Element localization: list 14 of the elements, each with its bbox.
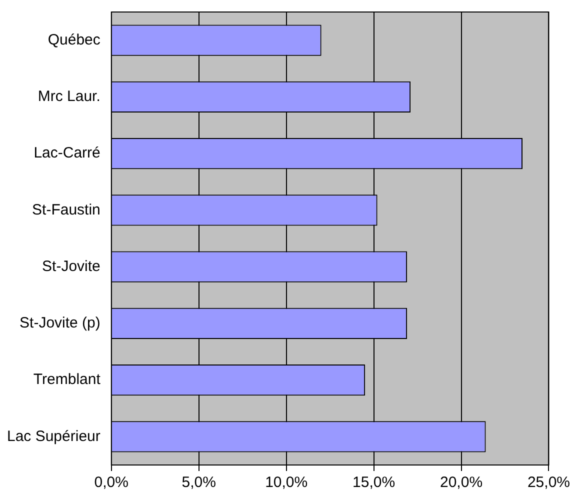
x-tick-label: 25,0%: [527, 474, 570, 492]
y-tick-label: St-Jovite: [42, 258, 100, 275]
x-tick-label: 10,0%: [265, 474, 308, 492]
y-tick-label: St-Faustin: [32, 201, 100, 218]
y-tick-label: Lac Supérieur: [6, 428, 100, 445]
x-tick-label: 20,0%: [440, 474, 483, 492]
y-tick-label: Mrc Laur.: [38, 88, 100, 106]
x-tick-label: 5,0%: [182, 474, 216, 492]
x-tick-label: 15,0%: [352, 474, 396, 492]
x-tick-label: 0,0%: [94, 474, 128, 492]
y-tick-label: St-Jovite (p): [20, 314, 100, 332]
y-tick-label: Tremblant: [33, 371, 102, 388]
y-tick-label: Lac-Carré: [34, 144, 100, 162]
y-tick-label: Québec: [48, 31, 101, 48]
